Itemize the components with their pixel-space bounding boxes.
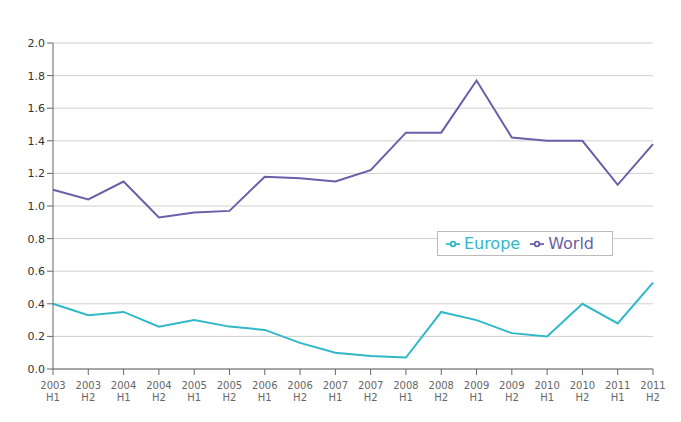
svg-text:1.8: 1.8	[28, 70, 46, 83]
svg-text:1.4: 1.4	[28, 135, 46, 148]
svg-text:0.4: 0.4	[28, 298, 46, 311]
svg-text:2008H2: 2008H2	[429, 380, 454, 403]
svg-text:2011H1: 2011H1	[605, 380, 630, 403]
svg-text:2006H1: 2006H1	[252, 380, 277, 403]
svg-text:2004H1: 2004H1	[111, 380, 136, 403]
svg-text:2008H1: 2008H1	[393, 380, 418, 403]
svg-text:2009H1: 2009H1	[464, 380, 489, 403]
html-text:Europe: Europe	[463, 233, 521, 253]
svg-text:2.0: 2.0	[28, 37, 46, 50]
svg-text:2003H1: 2003H1	[40, 380, 65, 403]
svg-text:2006H2: 2006H2	[287, 380, 312, 403]
svg-text:1.6: 1.6	[28, 102, 46, 115]
svg-text:2010H2: 2010H2	[570, 380, 595, 403]
html-text:World: World	[548, 233, 594, 253]
svg-text:0.2: 0.2	[28, 330, 46, 343]
svg-text:0.6: 0.6	[28, 265, 46, 278]
svg-text:2005H2: 2005H2	[217, 380, 242, 403]
svg-text:2005H1: 2005H1	[181, 380, 206, 403]
svg-text:2009H2: 2009H2	[499, 380, 524, 403]
svg-text:2003H2: 2003H2	[76, 380, 101, 403]
svg-text:0.0: 0.0	[28, 363, 46, 376]
svg-text:2007H2: 2007H2	[358, 380, 383, 403]
svg-text:0.8: 0.8	[28, 233, 46, 246]
svg-text:2011H2: 2011H2	[640, 380, 665, 403]
svg-text:2010H1: 2010H1	[534, 380, 559, 403]
svg-text:2004H2: 2004H2	[146, 380, 171, 403]
svg-text:1.0: 1.0	[28, 200, 46, 213]
svg-text:2007H1: 2007H1	[323, 380, 348, 403]
svg-text:1.2: 1.2	[28, 167, 46, 180]
